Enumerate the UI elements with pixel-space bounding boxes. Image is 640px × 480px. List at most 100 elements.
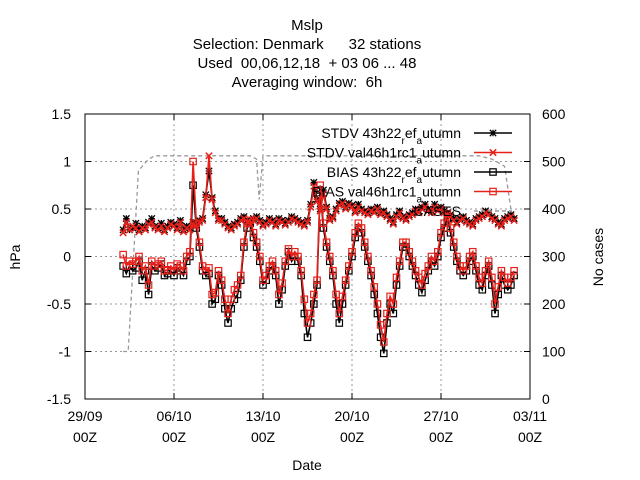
series-point [357,205,366,213]
title-line: Mslp [291,17,323,34]
series-point [170,271,178,280]
series-point [361,207,369,215]
series-point [313,276,321,285]
series-point [211,288,220,297]
series-point [348,203,356,211]
x-tick-time: 00Z [340,429,365,445]
series-point [402,214,410,223]
series-point [167,218,175,226]
series-point [386,214,394,223]
title-line: Selection: Denmark 32 stations [193,36,421,53]
legend-label-sub: a [417,136,423,147]
series-layer [119,152,518,358]
legend-label-part: utumn [422,184,461,200]
series-point [144,281,153,289]
x-axis-label: Date [292,457,322,473]
series-point [271,266,280,275]
series-point [205,167,213,175]
series-point [373,205,382,213]
series-point [469,222,477,230]
series-point [386,292,394,301]
series-point [335,309,344,318]
series-point [367,205,375,213]
y2-tick-label: 600 [542,106,566,122]
series-point [138,222,146,230]
series-point [379,338,388,346]
series-point [170,220,178,228]
series-point [453,218,461,226]
series-point [427,209,436,217]
series-point [507,211,515,219]
series-point [303,333,312,342]
series-point [211,209,220,217]
y-tick-label: 1.5 [52,106,72,122]
series-point [300,295,309,304]
series-point [395,257,404,266]
x-tick-time: 00Z [429,429,454,445]
series-point [154,224,162,232]
legend-label-sub: a [417,175,423,186]
legend-label: BIAS val46h1rc1autumn [312,184,461,206]
series-point [272,220,280,228]
legend-label-part: ef [405,125,417,141]
series-point [383,211,391,219]
series-point [405,211,413,219]
series-point [135,226,143,234]
legend-label-main: BIAS 43h22 [327,164,402,180]
series-point [297,266,305,275]
x-tick-date: 29/09 [67,408,102,424]
series-point [151,222,159,230]
series-point [370,290,379,299]
y2-tick-label: 200 [542,296,566,312]
legend-label-part: utumn [422,145,461,161]
y-tick-label: 0 [63,249,71,265]
y-axis-label: hPa [7,244,23,269]
legend-label-sub: a [417,194,423,205]
series-point [510,214,518,223]
series-point [427,207,436,215]
legend-label-part: utumn [422,164,461,180]
x-tick-time: 00Z [518,429,543,445]
series-point [256,252,264,261]
series-point [357,224,366,232]
y2-tick-label: 0 [542,391,550,407]
x-tick-date: 20/10 [334,408,369,424]
legend-label-main: STDV 43h22 [321,125,401,141]
legend-entry: BIAS val46h1rc1autumn [312,184,512,206]
series-point [291,214,299,223]
series-point [494,290,503,299]
legend-label: CASES [414,203,461,219]
series-point [462,216,471,225]
series-point [198,216,207,225]
x-axis-ticks: 29/09 00Z 06/10 00Z 13/10 00Z 20/10 00Z 27/10 00Z… [67,114,547,445]
legend-label-main: CASES [414,203,461,219]
series-point [322,205,331,213]
legend-marker [489,168,497,176]
series-point [485,209,493,217]
y2-tick-label: 100 [542,344,566,360]
series-point [443,209,452,218]
legend-label-main: BIAS val46h1rc1 [312,184,416,200]
series-4 [123,155,512,353]
x-tick-time: 00Z [251,429,276,445]
series-point [510,216,518,225]
series-point [183,222,191,230]
y-axis-ticks: -1.5 -1 -0.5 0 0.5 1 1.5 [47,106,530,407]
legend-label-part: utumn [422,125,461,141]
series-point [160,226,169,234]
series-point [157,219,165,227]
series-point [176,218,185,227]
series-point [468,247,477,256]
y2-axis-label: No cases [590,228,606,286]
series-point [408,209,417,217]
series-point [504,212,512,221]
x-tick-date: 06/10 [156,408,191,424]
series-point [430,257,439,266]
series-point [284,216,293,225]
series-point [415,207,423,215]
series-point [157,257,166,266]
series-point [119,250,127,259]
y-tick-label: -0.5 [47,296,71,312]
